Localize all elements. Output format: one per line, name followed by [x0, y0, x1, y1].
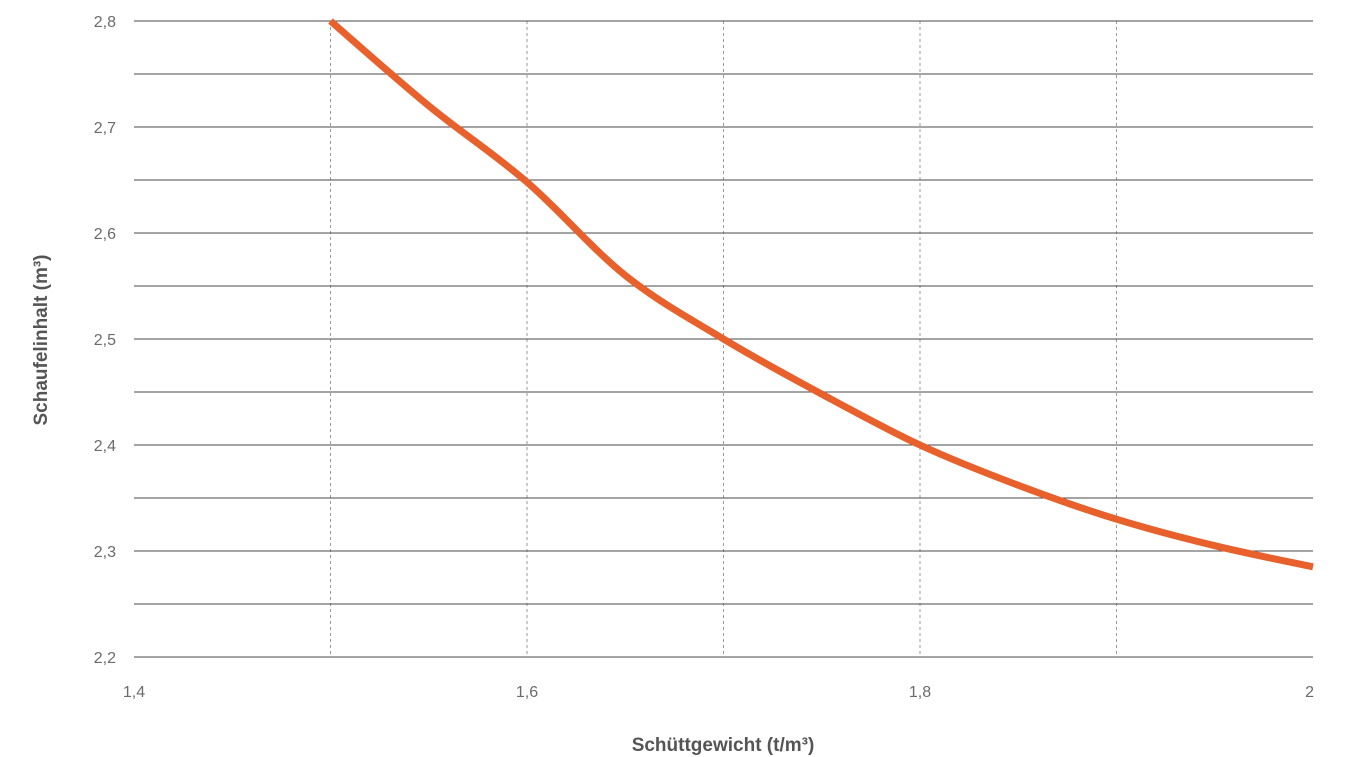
grid	[134, 20, 1313, 658]
y-tick-label: 2,2	[94, 650, 116, 667]
y-axis-title: Schaufelinhalt (m³)	[31, 254, 52, 425]
series-layer	[328, 18, 1314, 571]
tick-labels: 2,2 2,3 2,4 2,5 2,6 2,7 2,8 1,4 1,6 1,8 2	[94, 14, 1314, 701]
series-line	[328, 18, 1314, 571]
y-tick-label: 2,5	[94, 332, 116, 349]
y-tick-label: 2,8	[94, 14, 116, 31]
x-tick-label: 1,4	[123, 684, 145, 701]
y-tick-label: 2,6	[94, 226, 116, 243]
x-axis-title: Schüttgewicht (t/m³)	[632, 735, 815, 756]
y-tick-label: 2,3	[94, 544, 116, 561]
x-tick-label: 1,8	[909, 684, 931, 701]
y-tick-label: 2,7	[94, 120, 116, 137]
x-tick-label: 2	[1305, 684, 1314, 701]
y-tick-label: 2,4	[94, 438, 116, 455]
x-tick-label: 1,6	[516, 684, 538, 701]
